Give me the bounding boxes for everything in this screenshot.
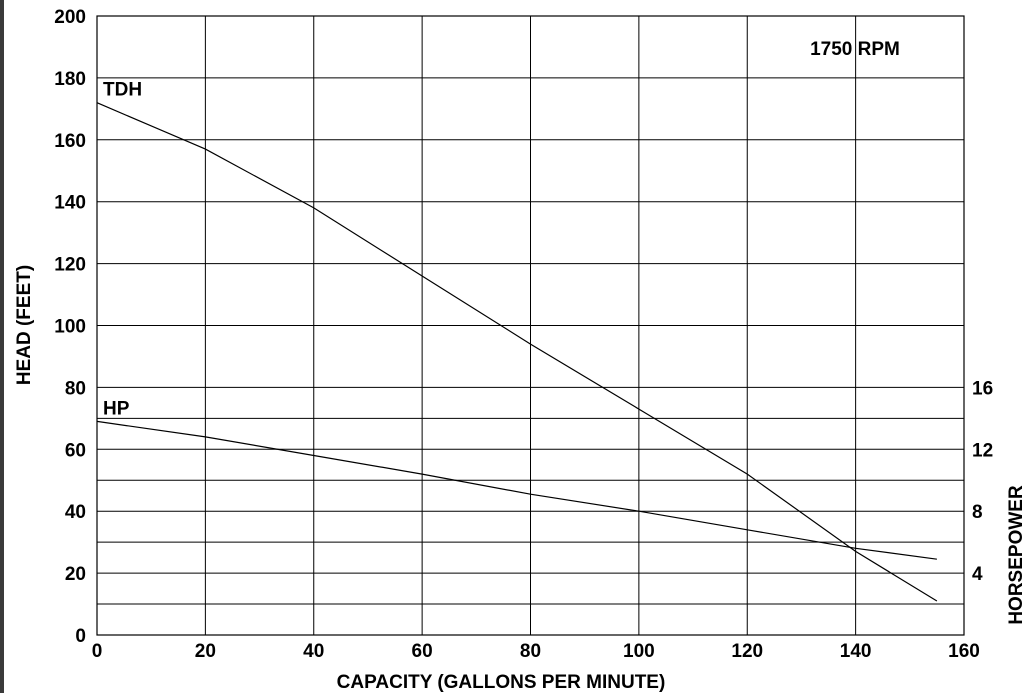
rpm-label-background <box>856 17 963 77</box>
x-axis-title: CAPACITY (GALLONS PER MINUTE) <box>337 672 666 693</box>
y2-tick-label: 8 <box>972 502 983 523</box>
x-tick-label: 20 <box>195 641 216 662</box>
y-tick-label: 20 <box>65 564 86 585</box>
y-tick-label: 40 <box>65 502 86 523</box>
horizontal-gridlines <box>97 77 964 574</box>
y2-axis-title: HORSEPOWER <box>1006 485 1027 625</box>
series-label-tdh: TDH <box>103 80 142 101</box>
series-line-tdh <box>96 102 938 602</box>
x-tick-labels: 0 20 40 60 80 100 120 140 160 <box>92 641 980 662</box>
plot-frame <box>96 15 965 636</box>
rpm-annotation: 1750 RPM <box>810 39 900 60</box>
x-tick-label: 0 <box>92 641 103 662</box>
vertical-gridlines <box>204 16 857 635</box>
x-tick-label: 160 <box>948 641 980 662</box>
x-tick-label: 100 <box>623 641 655 662</box>
x-tick-label: 80 <box>520 641 541 662</box>
series-line-hp <box>96 420 937 560</box>
x-tick-label: 140 <box>840 641 872 662</box>
y-tick-label: 180 <box>54 69 86 90</box>
y-tick-labels: 0 20 40 60 80 100 120 140 160 180 200 <box>54 7 86 647</box>
y2-tick-label: 16 <box>972 378 993 399</box>
x-tick-label: 120 <box>731 641 763 662</box>
y-axis-title: HEAD (FEET) <box>14 265 35 385</box>
left-edge-border <box>0 0 4 693</box>
y2-tick-labels: 4 8 12 16 <box>972 378 993 585</box>
y-tick-label: 60 <box>65 440 86 461</box>
series-layer <box>96 102 938 602</box>
y-tick-label: 140 <box>54 193 86 214</box>
y-tick-label: 100 <box>54 317 86 338</box>
y-tick-label: 160 <box>54 131 86 152</box>
y2-tick-label: 12 <box>972 440 993 461</box>
series-labels: TDH HP <box>103 80 142 420</box>
series-label-hp: HP <box>103 398 130 419</box>
y-tick-label: 120 <box>54 255 86 276</box>
y-tick-label: 200 <box>54 7 86 28</box>
y2-tick-label: 4 <box>972 564 983 585</box>
y-tick-label: 80 <box>65 378 86 399</box>
x-tick-label: 40 <box>303 641 324 662</box>
y-tick-label: 0 <box>75 626 86 647</box>
x-tick-label: 60 <box>412 641 433 662</box>
